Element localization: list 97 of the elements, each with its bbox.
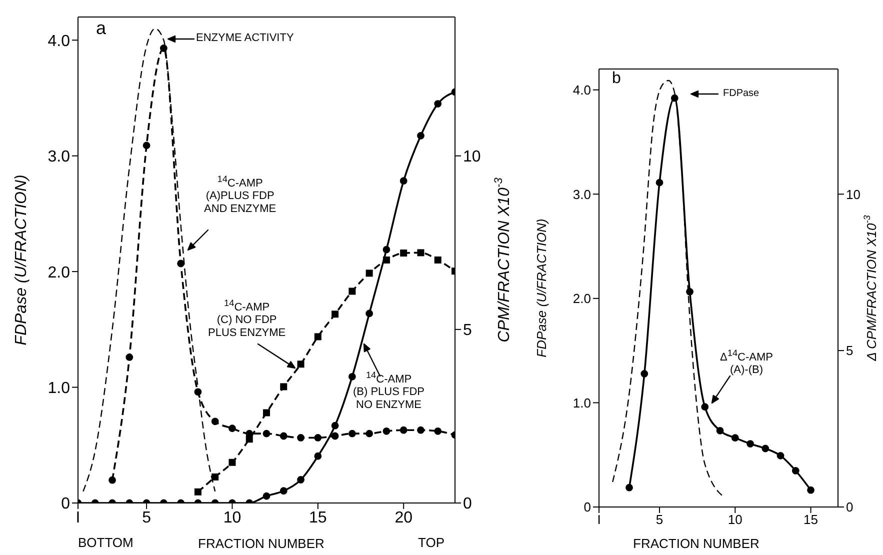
point [434,427,442,435]
point [366,430,374,438]
point [400,177,408,185]
x-tick-label: 10 [223,509,242,526]
point [297,360,304,368]
point [262,430,270,438]
point [348,372,356,380]
point [382,256,390,264]
point [194,388,202,396]
x-tick-label: 5 [656,512,664,528]
y-tick-label: 2.0 [48,264,70,282]
point [807,486,814,494]
point [142,142,150,150]
point [297,476,304,484]
point [731,434,739,442]
point [434,100,442,108]
point [701,403,709,411]
annotation: a [96,18,106,39]
point [382,427,390,435]
point [331,432,339,440]
point [686,288,694,296]
point [280,487,288,495]
x-tick-label: 15 [804,512,818,528]
point [656,178,664,186]
y-tick-label: 3.0 [48,148,70,166]
y-tick-label: 4.0 [48,32,70,50]
x-tick-label: 20 [394,509,413,526]
point [332,310,339,318]
annotation: $^{14}$C-AMP (B) PLUS FDP NO ENZYME [353,370,425,412]
point [194,488,202,496]
y-tick-label: 4.0 [572,82,591,98]
point [716,426,724,434]
point [366,270,373,277]
point [262,492,270,500]
y2-tick-label: 10 [846,186,860,202]
point [746,440,754,448]
y2-tick-label: 0 [846,500,854,515]
x-tick-label: 5 [142,509,152,526]
point [640,370,648,378]
point [417,249,424,256]
point [434,256,442,264]
y2-tick-label: 0 [463,496,472,513]
y-tick-label: 1.0 [48,380,70,397]
point [212,473,219,480]
point [382,246,390,254]
point [670,94,678,102]
annotation: $^{14}$C-AMP (C) NO FDP PLUS ENZYME [208,298,286,340]
x-tick-label: I [76,509,80,526]
y2-tick-label: 5 [463,322,472,340]
point [417,132,424,140]
point [348,288,356,295]
text: BOTTOM [78,535,134,551]
y-tick-label: 2.0 [572,291,591,306]
point [792,467,800,474]
point [177,260,185,268]
x-axis-title: FRACTION NUMBER [633,536,760,551]
point [314,434,322,442]
y-tick-label: 3.0 [572,186,591,202]
point [400,250,408,257]
point [280,432,288,440]
point [331,422,339,430]
annotation: Δ$^{14}$C-AMP (A)-(B) [720,348,773,377]
point [246,436,253,443]
point [297,434,304,442]
point [263,409,270,416]
x-axis-title: FRACTION NUMBER [198,536,324,551]
point [160,44,168,52]
y-tick-label: 0 [584,500,591,515]
y-tick-label: 0 [61,496,70,513]
annotation: $^{14}$C-AMP (A)PLUS FDP AND ENZYME [204,174,276,216]
y2-tick-label: 10 [463,148,481,166]
x-tick-label: I [597,512,601,528]
text: TOP [418,535,444,551]
point [228,458,236,466]
point [126,354,134,361]
point [400,426,408,434]
point [211,418,219,426]
x-tick-label: 15 [309,509,327,526]
point [626,484,633,492]
point [280,383,288,390]
point [762,444,770,452]
point [417,426,424,434]
point [314,333,322,340]
x-tick-label: 10 [728,512,742,528]
y-axis-title: FDPase (U/FRACTION) [13,174,30,346]
annotation: ENZYME ACTIVITY [196,32,294,45]
y-tick-label: 1.0 [572,395,591,410]
point [314,452,322,460]
point [348,430,356,438]
point [366,310,374,318]
annotation: FDPase [723,88,760,100]
annotation: b [612,70,621,88]
point [108,476,116,484]
point [228,424,236,432]
y-axis-title: FDPase (U/FRACTION) [534,218,550,358]
point [776,452,784,460]
y2-tick-label: 5 [846,343,854,358]
